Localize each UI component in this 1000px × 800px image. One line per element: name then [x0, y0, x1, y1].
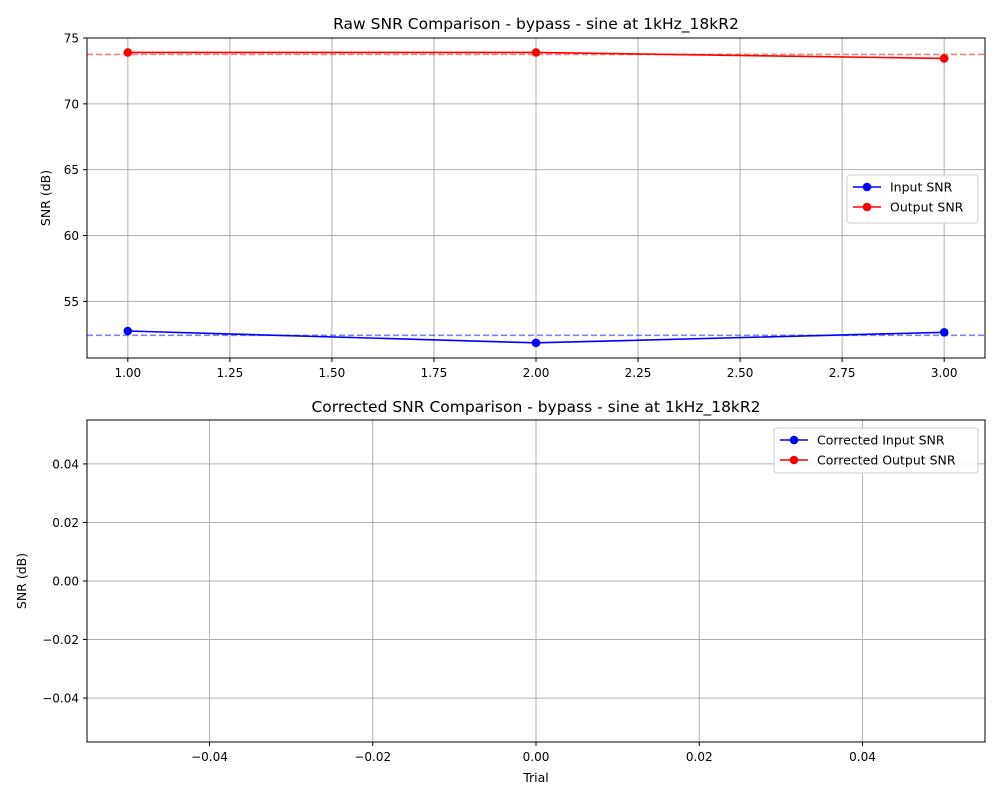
x-tick-label: 0.00: [523, 750, 550, 764]
y-tick-label: 65: [64, 163, 79, 177]
y-tick-label: 60: [64, 229, 79, 243]
x-tick-label: 1.25: [217, 366, 244, 380]
legend-box: [773, 427, 979, 474]
x-tick-label: 2.75: [829, 366, 856, 380]
chart-panel-1: 1.00 1.25 1.50 1.75 2.00 2.25 2.50 2.75 3.00 55 60…: [38, 15, 986, 380]
y-tick-label: −0.02: [42, 633, 79, 647]
data-point: [123, 326, 133, 336]
legend-marker: [862, 202, 872, 212]
x-tick-label: 3.00: [931, 366, 958, 380]
x-tick-label: −0.04: [191, 750, 228, 764]
legend-marker: [789, 435, 799, 445]
data-point: [939, 328, 949, 337]
y-tick-label: 0.00: [52, 575, 79, 589]
chart-title: Corrected SNR Comparison - bypass - sine…: [311, 398, 760, 417]
x-tick-label: 0.04: [849, 750, 876, 764]
x-tick-label: −0.02: [354, 750, 391, 764]
legend-label: Corrected Input SNR: [817, 433, 945, 448]
data-point: [531, 48, 541, 57]
chart-title: Raw SNR Comparison - bypass - sine at 1k…: [333, 15, 739, 34]
y-tick-label: 55: [64, 295, 79, 309]
legend-label: Input SNR: [890, 180, 953, 195]
legend-label: Corrected Output SNR: [817, 453, 956, 468]
legend: Input SNR Output SNR: [846, 174, 979, 224]
x-tick-label: 1.50: [319, 366, 346, 380]
legend-marker: [789, 455, 799, 465]
y-axis-label: SNR (dB): [38, 170, 53, 226]
y-tick-label: 0.04: [52, 457, 79, 471]
y-tick-label: −0.04: [42, 692, 79, 706]
x-tick-label: 2.25: [625, 366, 652, 380]
x-tick-label: 1.00: [114, 366, 141, 380]
x-tick-label: 1.75: [421, 366, 448, 380]
data-point: [531, 338, 541, 348]
legend-marker: [862, 182, 872, 192]
data-point: [939, 54, 949, 63]
y-tick-label: 75: [64, 32, 79, 46]
y-tick-label: 0.02: [52, 516, 79, 530]
chart-panel-2: −0.04 −0.02 0.00 0.02 0.04 −0.04 −0.02 0.00 0.02…: [14, 398, 986, 785]
x-tick-label: 2.50: [727, 366, 754, 380]
x-tick-label: 2.00: [523, 366, 550, 380]
x-axis-label: Trial: [522, 770, 549, 785]
y-axis-label: SNR (dB): [14, 553, 29, 609]
legend-label: Output SNR: [890, 200, 964, 215]
legend: Corrected Input SNR Corrected Output SNR: [773, 427, 979, 474]
x-tick-label: 0.02: [686, 750, 713, 764]
y-tick-label: 70: [64, 97, 79, 111]
data-point: [123, 48, 133, 57]
